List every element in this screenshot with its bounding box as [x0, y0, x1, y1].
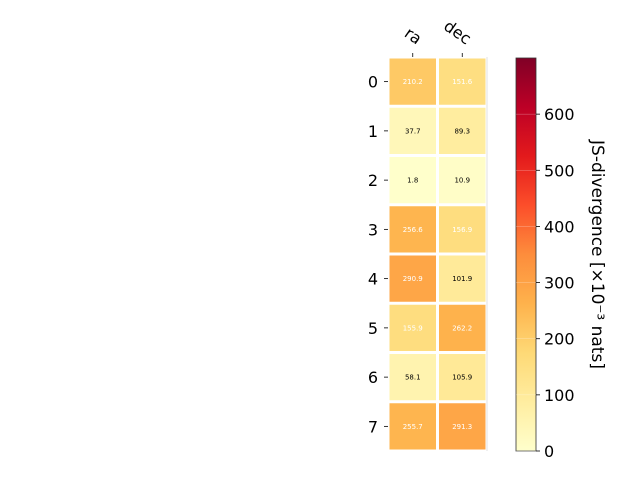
colorbar-tick-label: 100: [544, 386, 575, 405]
cell-value-label: 291.3: [452, 423, 472, 431]
column-axis: ra dec: [401, 16, 475, 57]
colorbar-tick-label: 0: [544, 442, 554, 461]
heatmap-cell: [389, 255, 436, 302]
heatmap-cell: [439, 354, 486, 401]
cell-value-label: 256.6: [403, 226, 424, 234]
heatmap-cell: [389, 157, 436, 204]
cell-value-label: 155.9: [403, 324, 423, 332]
heatmap-cell: [389, 304, 436, 351]
heatmap-cell: [389, 206, 436, 253]
heatmap-cell: [389, 354, 436, 401]
colorbar: 0 100 200 300 400 500 600 JS-divergence [×10⁻³ …: [515, 57, 607, 461]
row-tick-label: 5: [368, 319, 378, 338]
row-axis: 0 1 2 3 4 5 6 7: [368, 73, 388, 436]
row-tick-label: 1: [368, 122, 378, 141]
cell-value-label: 156.9: [452, 226, 472, 234]
cell-value-label: 151.6: [452, 78, 473, 86]
heatmap-cell-labels: 210.2 151.6 37.7 89.3 1.8 10.9 256.6 156.9 290.9…: [403, 78, 473, 431]
cell-value-label: 37.7: [405, 127, 421, 135]
colorbar-gradient: [515, 57, 537, 452]
heatmap-cell: [439, 58, 486, 105]
cell-value-label: 101.9: [452, 275, 472, 283]
row-tick-label: 4: [368, 270, 378, 289]
row-tick-label: 2: [368, 171, 378, 190]
heatmap-cell: [439, 403, 486, 450]
colorbar-tick-label: 400: [544, 217, 575, 236]
colorbar-tick-label: 600: [544, 105, 575, 124]
cell-value-label: 10.9: [454, 177, 470, 185]
heatmap-cell: [439, 255, 486, 302]
heatmap-cell: [439, 107, 486, 154]
cell-value-label: 262.2: [452, 324, 472, 332]
cell-value-label: 89.3: [454, 127, 470, 135]
row-tick-label: 0: [368, 73, 378, 92]
row-tick-label: 7: [368, 417, 378, 436]
column-tick-label: ra: [401, 23, 425, 48]
cell-value-label: 105.9: [452, 374, 472, 382]
heatmap-cell: [389, 107, 436, 154]
row-tick-label: 6: [368, 368, 378, 387]
heatmap-cells: [389, 57, 488, 451]
cell-value-label: 290.9: [403, 275, 423, 283]
cell-value-label: 58.1: [405, 374, 421, 382]
cell-value-label: 255.7: [403, 423, 423, 431]
colorbar-tick-label: 500: [544, 161, 575, 180]
colorbar-tick-label: 300: [544, 274, 575, 293]
heatmap-cell: [389, 58, 436, 105]
cell-value-label: 1.8: [407, 177, 418, 185]
cell-value-label: 210.2: [403, 78, 423, 86]
heatmap-cell: [439, 157, 486, 204]
colorbar-tick-label: 200: [544, 330, 575, 349]
heatmap-cell: [389, 403, 436, 450]
column-tick-label: dec: [440, 16, 474, 48]
colorbar-label: JS-divergence [×10⁻³ nats]: [587, 139, 607, 369]
row-tick-label: 3: [368, 220, 378, 239]
heatmap-cell: [439, 304, 486, 351]
heatmap-cell: [439, 206, 486, 253]
